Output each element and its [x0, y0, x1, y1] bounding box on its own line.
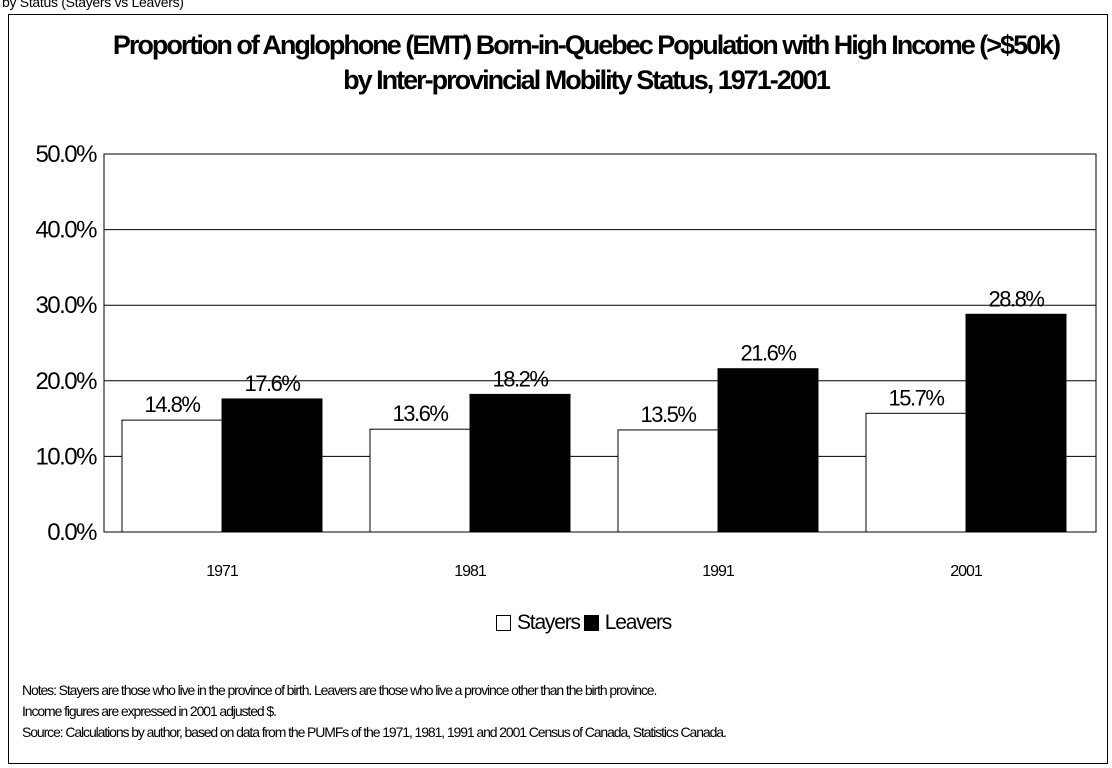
data-label-leavers-1971: 17.6% [245, 371, 301, 396]
y-tick-label: 10.0% [35, 443, 97, 470]
bar-leavers-1981 [469, 393, 571, 533]
y-tick-label: 20.0% [35, 368, 97, 395]
data-label-stayers-1991: 13.5% [641, 402, 697, 427]
legend-label-stayers: Stayers [517, 611, 581, 634]
chart-frame [8, 14, 1108, 764]
bar-leavers-1971 [221, 398, 323, 533]
y-tick-label: 0.0% [47, 519, 97, 546]
x-tick-label: 2001 [950, 563, 983, 580]
bar-stayers-2001 [865, 412, 967, 533]
legend-label-leavers: Leavers [604, 611, 673, 634]
data-label-stayers-2001: 15.7% [889, 385, 945, 410]
x-tick-label: 1981 [454, 563, 487, 580]
data-label-leavers-1981: 18.2% [493, 366, 549, 391]
y-tick-label: 40.0% [35, 217, 97, 244]
data-label-stayers-1981: 13.6% [393, 401, 449, 426]
data-label-leavers-1991: 21.6% [741, 341, 797, 366]
bar-stayers-1991 [617, 429, 719, 533]
note-line-2: Income figures are expressed in 2001 adj… [22, 703, 277, 719]
note-line-1: Notes: Stayers are those who live in the… [22, 682, 657, 698]
legend: Stayers Leavers [496, 611, 673, 635]
legend-swatch-stayers [496, 615, 511, 631]
notes-block: Notes: Stayers are those who live in the… [22, 680, 727, 743]
x-tick-label: 1991 [702, 563, 735, 580]
data-label-stayers-1971: 14.8% [145, 392, 201, 417]
x-tick-label: 1971 [206, 563, 239, 580]
bar-stayers-1971 [121, 419, 223, 533]
chart-title-line-2: by Inter-provincial Mobility Status, 197… [343, 65, 831, 95]
y-tick-label: 50.0% [35, 141, 97, 168]
plot-area [103, 153, 1097, 533]
chart-title-line-1: Proportion of Anglophone (EMT) Born-in-Q… [112, 30, 1061, 60]
note-line-3: Source: Calculations by author, based on… [22, 724, 727, 740]
bar-stayers-1981 [369, 428, 471, 533]
y-tick-label: 30.0% [35, 292, 97, 319]
bar-leavers-2001 [965, 313, 1067, 533]
legend-swatch-leavers [583, 615, 599, 631]
bar-leavers-1991 [717, 368, 819, 533]
top-note: by Status (Stayers vs Leavers) [2, 0, 184, 10]
chart-title: Proportion of Anglophone (EMT) Born-in-Q… [60, 28, 1112, 98]
data-label-leavers-2001: 28.8% [989, 286, 1045, 311]
